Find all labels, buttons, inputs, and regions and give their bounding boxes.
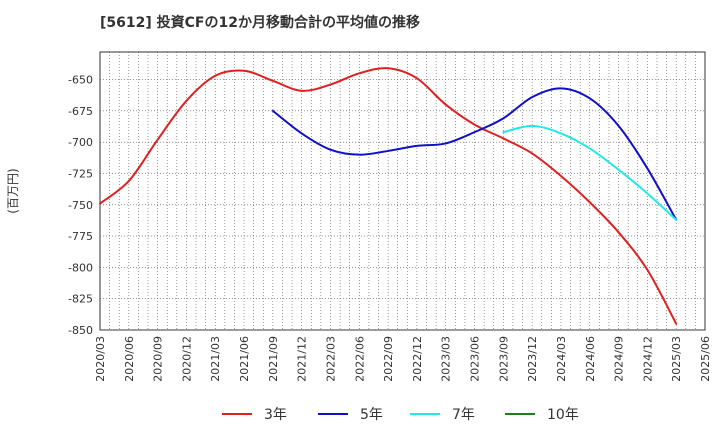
grid-layer bbox=[99, 51, 706, 331]
x-tick-label: 2025/06 bbox=[699, 336, 712, 382]
y-tick-label: -675 bbox=[68, 105, 93, 118]
series-line-1 bbox=[99, 67, 678, 325]
y-tick-label: -825 bbox=[68, 293, 93, 306]
x-tick-label: 2020/12 bbox=[180, 336, 193, 382]
x-tick-label: 2024/03 bbox=[555, 336, 568, 382]
y-tick-label: -725 bbox=[68, 167, 93, 180]
x-tick-label: 2021/12 bbox=[296, 336, 309, 382]
series-layer bbox=[99, 67, 678, 325]
x-tick-label: 2020/06 bbox=[123, 336, 136, 382]
legend-label-3: 7年 bbox=[452, 407, 475, 423]
x-tick-label: 2021/03 bbox=[209, 336, 222, 382]
x-tick-label: 2020/09 bbox=[152, 336, 165, 382]
y-tick-label: -650 bbox=[68, 74, 93, 87]
series-line-3 bbox=[502, 124, 678, 221]
y-tick-label: -750 bbox=[68, 199, 93, 212]
plot-area bbox=[99, 51, 706, 331]
y-tick-label: -850 bbox=[68, 324, 93, 337]
legend-label-2: 5年 bbox=[360, 407, 383, 423]
y-tick-label: -800 bbox=[68, 261, 93, 274]
legend-label-1: 3年 bbox=[264, 407, 287, 423]
x-tick-label: 2021/06 bbox=[238, 336, 251, 382]
x-tick-label: 2022/03 bbox=[324, 336, 337, 382]
x-tick-label: 2025/03 bbox=[670, 336, 683, 382]
legend-label-4: 10年 bbox=[547, 407, 579, 423]
x-tick-label: 2023/03 bbox=[440, 336, 453, 382]
x-tick-label: 2023/12 bbox=[526, 336, 539, 382]
y-axis-label: (百万円) bbox=[6, 168, 20, 213]
axis-layer: -650-675-700-725-750-775-800-825-8502020… bbox=[6, 74, 712, 382]
x-tick-label: 2023/06 bbox=[469, 336, 482, 382]
x-tick-label: 2024/06 bbox=[584, 336, 597, 382]
legend-layer: 3年 5年 7年 10年 bbox=[222, 407, 579, 423]
x-tick-label: 2024/12 bbox=[641, 336, 654, 382]
x-tick-label: 2022/06 bbox=[353, 336, 366, 382]
x-tick-label: 2021/09 bbox=[267, 336, 280, 382]
y-tick-label: -700 bbox=[68, 136, 93, 149]
x-tick-label: 2024/09 bbox=[613, 336, 626, 382]
series-line-2 bbox=[271, 87, 678, 221]
x-tick-label: 2022/12 bbox=[411, 336, 424, 382]
y-tick-label: -775 bbox=[68, 230, 93, 243]
x-tick-label: 2022/09 bbox=[382, 336, 395, 382]
x-tick-label: 2023/09 bbox=[497, 336, 510, 382]
x-tick-label: 2020/03 bbox=[94, 336, 107, 382]
chart-title: [5612] 投資CFの12か月移動合計の平均値の推移 bbox=[100, 15, 420, 31]
